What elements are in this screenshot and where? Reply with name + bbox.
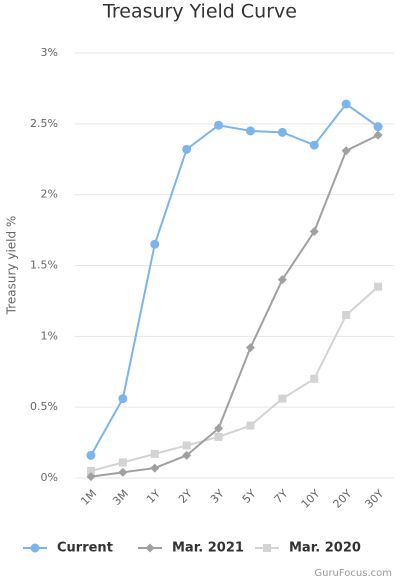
- series-line: [90, 134, 379, 478]
- x-tick-label: 1M: [78, 487, 99, 508]
- data-point: [277, 275, 287, 285]
- data-point: [245, 343, 255, 353]
- x-tick-label: 10Y: [299, 487, 323, 511]
- y-tick-label: 2.5%: [30, 117, 58, 130]
- data-point: [86, 466, 95, 475]
- data-point: [373, 130, 383, 140]
- data-point: [118, 458, 127, 467]
- chart-title: Treasury Yield Curve: [102, 1, 297, 23]
- data-point: [182, 441, 191, 450]
- data-point: [86, 450, 96, 460]
- data-point: [246, 421, 255, 430]
- data-point: [214, 432, 223, 441]
- data-point: [150, 449, 159, 458]
- x-tick-label: 5Y: [240, 487, 259, 506]
- data-point: [309, 140, 319, 150]
- legend-marker: [145, 543, 155, 553]
- series-line: [90, 286, 379, 472]
- x-tick-label: 1Y: [144, 487, 163, 506]
- data-point: [118, 467, 128, 477]
- data-point: [150, 239, 160, 249]
- data-point: [341, 146, 351, 156]
- data-point: [182, 450, 192, 460]
- data-point: [309, 227, 319, 236]
- y-tick-label: 0.5%: [30, 400, 58, 413]
- x-tick-label: 30Y: [362, 487, 386, 511]
- data-point: [278, 394, 287, 403]
- data-point: [214, 423, 224, 433]
- data-point: [277, 127, 287, 137]
- legend-label: Mar. 2020: [289, 541, 361, 556]
- series-line: [90, 102, 379, 456]
- x-tick-label: 2Y: [176, 487, 195, 506]
- data-point: [374, 282, 383, 291]
- y-tick-label: 2%: [41, 188, 58, 201]
- data-point: [373, 122, 383, 132]
- x-tick-label: 20Y: [331, 487, 355, 511]
- legend-marker: [30, 543, 40, 553]
- data-point: [245, 126, 255, 136]
- credit: GuruFocus.com: [314, 568, 392, 579]
- y-tick-label: 1.5%: [30, 259, 58, 272]
- legend-marker: [263, 544, 271, 552]
- data-point: [150, 463, 160, 473]
- data-point: [310, 374, 319, 383]
- x-tick-label: 7Y: [272, 487, 291, 506]
- x-tick-label: 3M: [110, 487, 131, 508]
- data-point: [182, 144, 192, 154]
- legend-label: Mar. 2021: [172, 541, 244, 556]
- data-point: [86, 472, 96, 482]
- data-point: [341, 99, 351, 109]
- y-axis-label: Treasury yield %: [5, 216, 19, 316]
- data-point: [118, 394, 128, 404]
- x-tick-label: 3Y: [208, 487, 227, 506]
- y-tick-label: 0%: [41, 471, 58, 484]
- data-point: [342, 311, 351, 320]
- data-point: [214, 120, 224, 130]
- legend-label: Current: [57, 541, 113, 556]
- y-tick-label: 1%: [41, 329, 58, 342]
- y-tick-label: 3%: [41, 46, 58, 59]
